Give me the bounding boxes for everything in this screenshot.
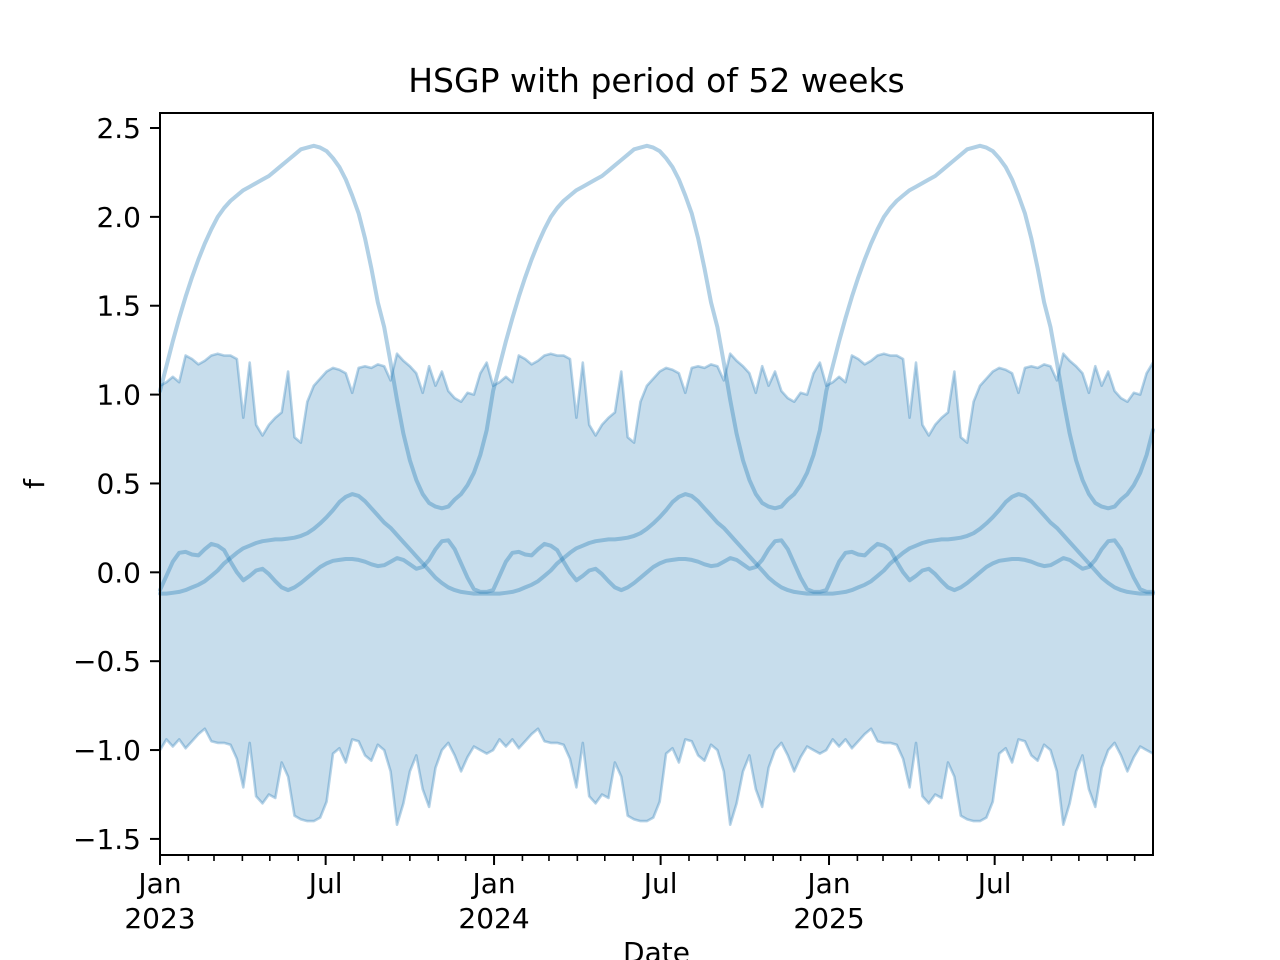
hdi-band-fill [160,353,1153,825]
y-tick-label: 0.5 [96,467,141,500]
y-tick-label: −0.5 [73,645,141,678]
x-tick-label-month: Jan [805,867,850,900]
chart-title: HSGP with period of 52 weeks [408,61,905,100]
prior-sample-wiggly-line [158,538,1155,594]
x-tick-label-month: Jul [642,867,678,900]
y-tick-label: −1.5 [73,823,141,856]
x-tick-label-month: Jan [470,867,515,900]
y-tick-label: 2.0 [96,201,141,234]
y-tick-label: 2.5 [96,112,141,145]
x-tick-label-month: Jul [976,867,1012,900]
prior-sample-large-line [158,143,1155,511]
x-tick-label-month: Jan [136,867,181,900]
x-tick-label-year: 2025 [793,902,864,935]
y-tick-label: −1.0 [73,734,141,767]
y-tick-label: 1.0 [96,379,141,412]
hdi-band-top-edge [159,352,1155,444]
x-tick-label-year: 2024 [458,902,529,935]
x-axis-label: Date [623,936,690,960]
y-tick-label: 0.0 [96,556,141,589]
hdi-band-bottom-edge [158,727,1154,827]
x-tick-label-month: Jul [307,867,343,900]
prior-sample-smooth-line [158,492,1155,596]
y-tick-label: 1.5 [96,290,141,323]
x-tick-label-year: 2023 [124,902,195,935]
y-axis-label: f [18,478,51,489]
